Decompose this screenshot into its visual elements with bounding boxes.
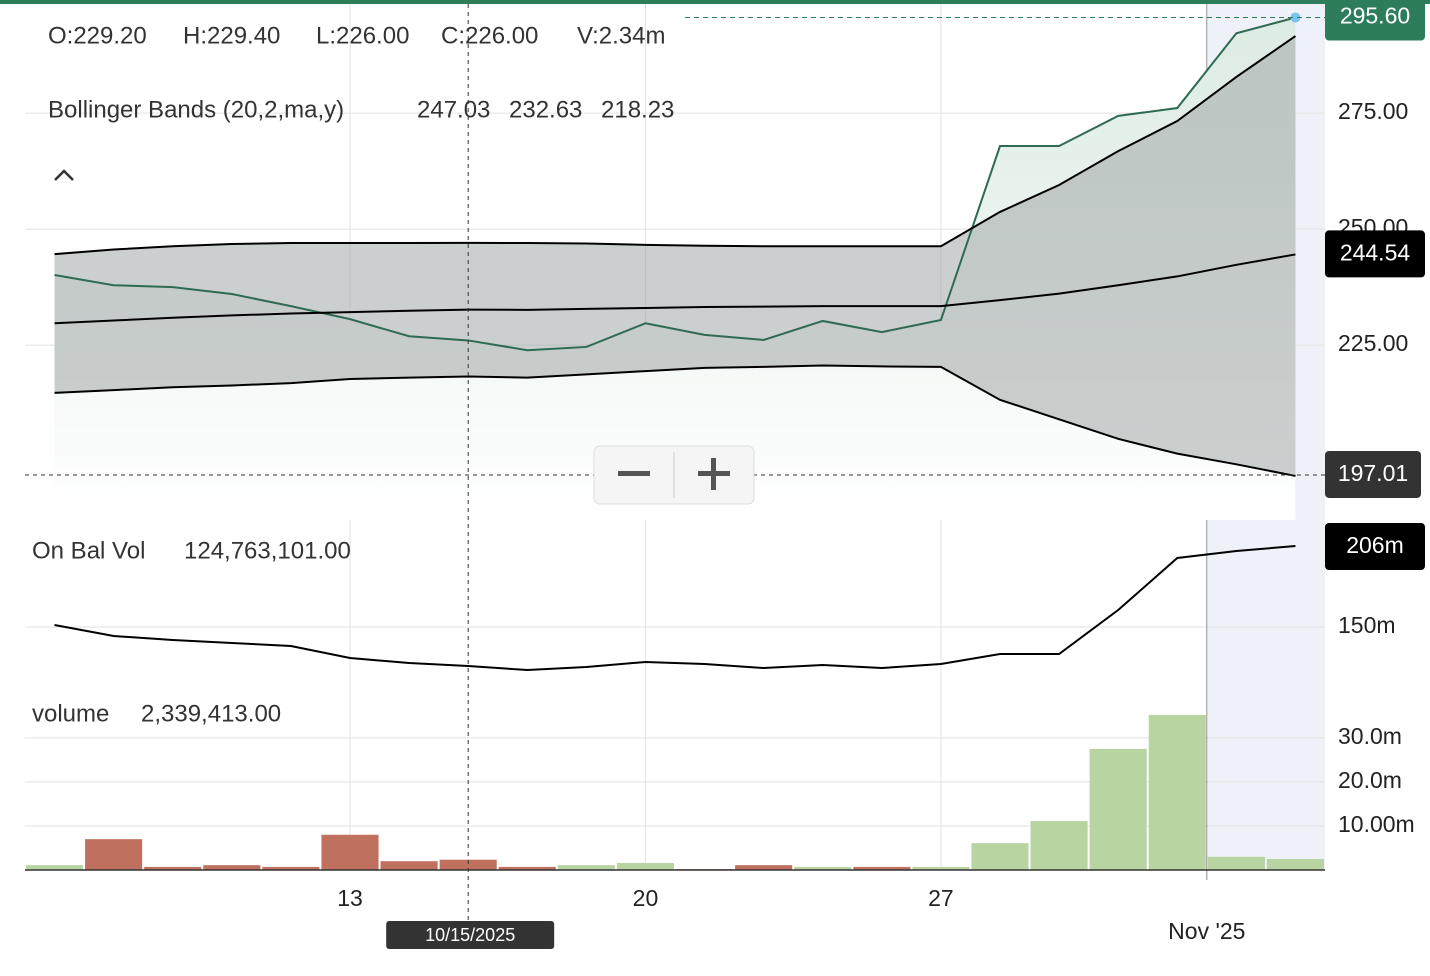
y-tick-label: 30.0m: [1338, 723, 1402, 749]
indicator-value: 2,339,413.00: [141, 700, 281, 727]
price-marker-box: [1325, 523, 1425, 570]
volume-bar: [498, 866, 556, 870]
volume-bar: [735, 865, 793, 870]
line: [54, 364, 1296, 477]
volume-bar: [26, 865, 84, 870]
volume-bar: [85, 839, 143, 870]
ohlc-high: H:229.40: [183, 22, 280, 49]
ohlc-close: C:226.00: [441, 22, 538, 49]
crosshair-price-box: [1325, 450, 1421, 498]
volume-bar: [203, 865, 261, 870]
band-fill: [54, 36, 1296, 476]
y-tick-label: 275.00: [1338, 98, 1408, 124]
ohlc-low: L:226.00: [316, 22, 409, 49]
indicator-value: 232.63: [509, 96, 582, 123]
volume-bar: [321, 834, 379, 870]
line: [54, 35, 1297, 256]
price-marker-box: [1325, 230, 1425, 278]
price-marker-label: 295.60: [1340, 3, 1410, 29]
volume-bar: [144, 866, 202, 870]
line: [54, 16, 1296, 352]
x-tick-label: 20: [633, 885, 659, 911]
price-marker-label: 244.54: [1340, 240, 1411, 266]
crosshair-date-label: 10/15/2025: [425, 925, 515, 945]
line: [54, 545, 1296, 672]
y-tick-label: 20.0m: [1338, 767, 1402, 793]
volume-bar: [1089, 748, 1147, 870]
crosshair-price-label: 197.01: [1338, 460, 1408, 486]
volume-bar: [971, 843, 1029, 870]
indicator-title: Bollinger Bands (20,2,ma,y): [48, 96, 344, 123]
line: [54, 253, 1296, 325]
x-tick-label: 13: [337, 885, 363, 911]
indicator-value: 218.23: [601, 96, 674, 123]
ohlc-volume: V:2.34m: [577, 22, 666, 49]
crosshair-date-box: [386, 921, 555, 949]
y-tick-label: 225.00: [1338, 330, 1408, 356]
volume-bar: [439, 859, 497, 870]
volume-bar: [853, 866, 911, 870]
volume-bar: [557, 865, 615, 870]
price-marker-box: [1325, 0, 1425, 41]
volume-bar: [1266, 858, 1324, 870]
price-marker-label: 206m: [1346, 532, 1404, 558]
volume-bar: [794, 866, 852, 870]
y-tick-label: 10.00m: [1338, 811, 1415, 837]
volume-bar: [616, 862, 674, 870]
ohlc-open: O:229.20: [48, 22, 147, 49]
volume-bar: [1030, 821, 1088, 870]
price-area: [54, 17, 1296, 520]
indicator-value: 247.03: [417, 96, 490, 123]
volume-bar: [262, 866, 320, 870]
x-tick-label: 27: [928, 885, 954, 911]
zoom-in-button[interactable]: [711, 458, 716, 490]
collapse-icon[interactable]: [54, 169, 74, 181]
top-border: [0, 0, 1430, 4]
volume-bar: [1207, 856, 1265, 870]
indicator-value: 124,763,101.00: [184, 537, 351, 564]
zoom-controls: [593, 445, 755, 505]
volume-bar: [380, 861, 438, 870]
zoom-out-button[interactable]: [618, 471, 650, 476]
last-point: [1290, 12, 1301, 23]
y-tick-label: 150m: [1338, 612, 1396, 638]
x-tick-label: Nov '25: [1168, 918, 1245, 944]
indicator-title: On Bal Vol: [32, 537, 145, 564]
indicator-title: volume: [32, 700, 109, 727]
volume-bar: [912, 866, 970, 870]
volume-bar: [1148, 714, 1206, 870]
